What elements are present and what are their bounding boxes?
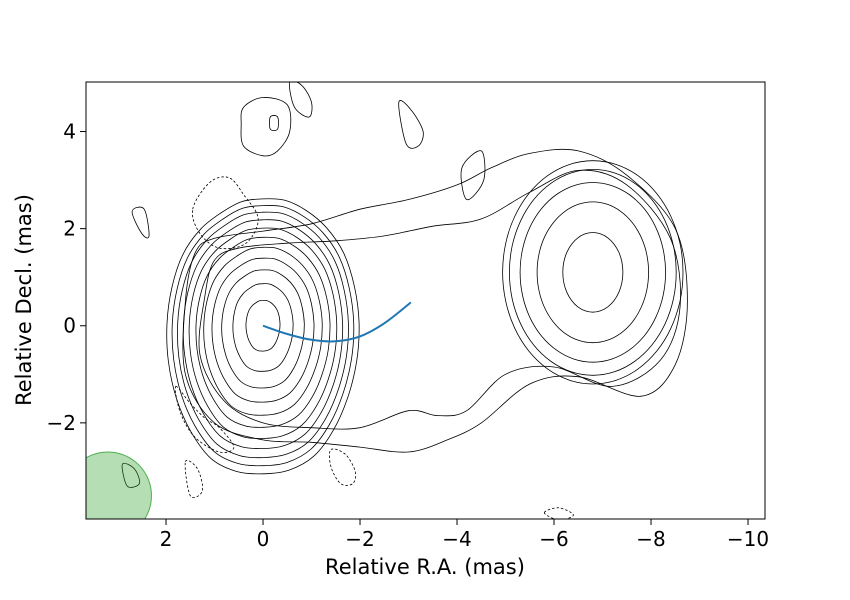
- knot-contour-2: [519, 182, 667, 363]
- island-contour-2: [289, 82, 313, 118]
- core-contour-4: [203, 246, 323, 416]
- negative-contour-3: [184, 459, 204, 498]
- island-contour-5: [398, 100, 424, 149]
- x-tick-label: −8: [636, 527, 665, 551]
- core-contour-5: [195, 236, 331, 428]
- envelope-contour-0: [198, 169, 681, 430]
- core-contour-3: [211, 257, 315, 403]
- x-tick-label: 0: [257, 527, 270, 551]
- x-tick-label: −4: [442, 527, 471, 551]
- island-contour-1: [269, 115, 279, 131]
- core-contour-9: [171, 205, 355, 467]
- ridge-line: [262, 301, 412, 343]
- x-tick-label: −6: [539, 527, 568, 551]
- y-tick-label: 2: [63, 217, 76, 241]
- core-contour-1: [232, 283, 294, 372]
- island-contour-6: [460, 150, 486, 200]
- core-contour-0: [245, 299, 281, 352]
- plot-frame: [85, 81, 766, 520]
- y-tick-label: 0: [63, 314, 76, 338]
- island-contour-3: [131, 206, 150, 239]
- beam-ellipse: [86, 451, 152, 519]
- island-contour-0: [240, 97, 292, 157]
- negative-contour-0: [191, 176, 259, 250]
- island-contour-4: [121, 462, 141, 488]
- core-contour-2: [221, 269, 305, 389]
- x-tick-label: 2: [160, 527, 173, 551]
- contour-layer: [86, 82, 688, 519]
- x-tick-label: −2: [345, 527, 374, 551]
- core-contour-6: [188, 227, 338, 439]
- knot-contour-3: [508, 168, 677, 376]
- x-axis-label: Relative R.A. (mas): [325, 555, 525, 579]
- y-tick-label: 4: [63, 120, 76, 144]
- envelope-contour-1: [182, 148, 688, 453]
- knot-contour-4: [502, 160, 684, 385]
- negative-contour-2: [329, 448, 357, 486]
- axis-ticks: 2 0 −2 −4 −6 −8 −10 4 2 0 −2: [47, 120, 770, 551]
- core-contour-10: [166, 198, 360, 475]
- core-contour-7: [182, 219, 344, 450]
- negative-contour-4: [543, 507, 574, 519]
- y-tick-label: −2: [47, 411, 76, 435]
- knot-contour-1: [536, 201, 650, 344]
- core-contour-8: [177, 211, 349, 459]
- y-axis-label: Relative Decl. (mas): [12, 194, 36, 406]
- x-tick-label: −10: [727, 527, 769, 551]
- knot-contour-0: [562, 232, 624, 313]
- negative-contour-1: [174, 385, 235, 453]
